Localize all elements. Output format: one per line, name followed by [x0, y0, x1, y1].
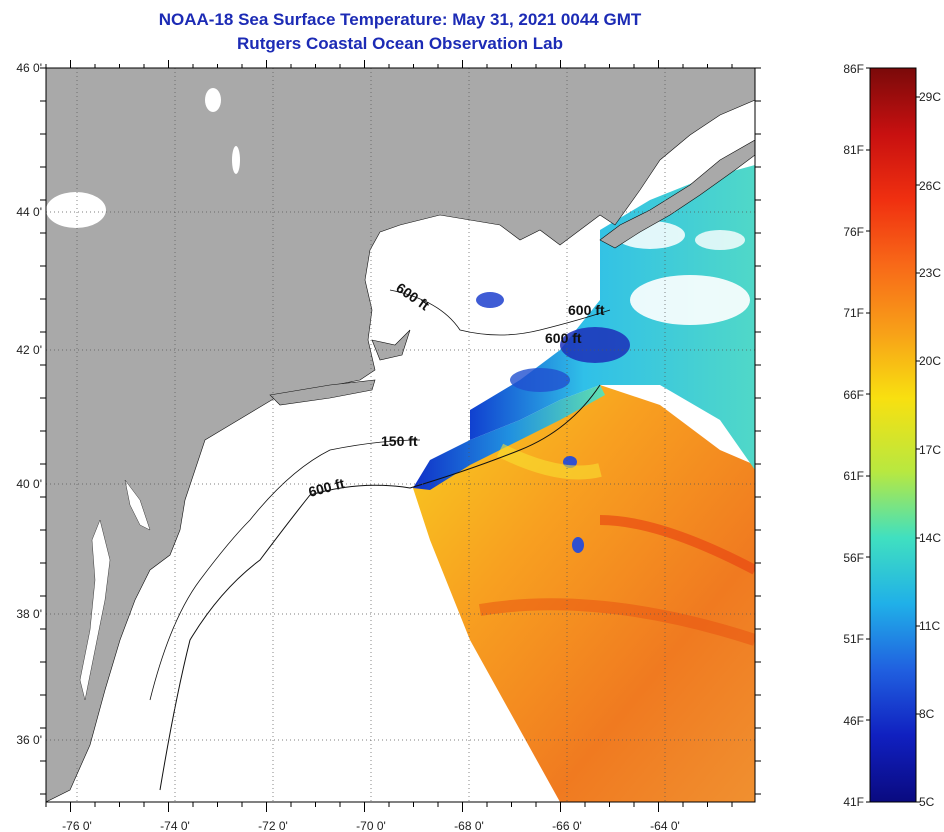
map-frame: [45, 67, 756, 803]
lake: [46, 192, 106, 228]
cloud-patch: [695, 230, 745, 250]
contour-600ft: [159, 384, 601, 791]
lat-label: 44 0': [16, 205, 42, 219]
land-north-america: [46, 68, 755, 802]
colorbar-c-label: 8C: [919, 707, 935, 721]
land-long-island: [269, 379, 376, 406]
lon-label: -66 0': [552, 819, 582, 832]
lake: [232, 146, 240, 174]
lon-label: -76 0': [62, 819, 92, 832]
colorbar-f-label: 81F: [843, 143, 864, 157]
cool-streak: [496, 443, 602, 480]
contour-label: 600 ft: [545, 330, 582, 346]
colorbar-f-label: 86F: [843, 62, 864, 76]
colorbar-c-label: 17C: [919, 443, 941, 457]
colorbar-c-label: 26C: [919, 179, 941, 193]
cold-patch: [510, 368, 570, 392]
colorbar-c-label: 5C: [919, 795, 935, 809]
lat-label: 36 0': [16, 733, 42, 747]
colorbar-c-label: 29C: [919, 90, 941, 104]
cold-patch: [476, 292, 504, 308]
colorbar-f-label: 71F: [843, 306, 864, 320]
colorbar-c-label: 23C: [919, 266, 941, 280]
chart-subtitle: Rutgers Coastal Ocean Observation Lab: [237, 34, 563, 53]
axis-ticks: [40, 60, 761, 812]
colorbar-f-label: 41F: [843, 795, 864, 809]
delaware-bay: [124, 479, 151, 531]
colorbar-f-label: 76F: [843, 225, 864, 239]
cold-patch: [560, 327, 630, 363]
lat-label: 38 0': [16, 607, 42, 621]
sst-shelf-cool: [413, 385, 605, 490]
cloud-patch: [630, 275, 750, 325]
contour-label: 150 ft: [381, 433, 418, 449]
colorbar-c-label: 14C: [919, 531, 941, 545]
lon-label: -64 0': [650, 819, 680, 832]
lon-label: -70 0': [356, 819, 386, 832]
lon-label: -74 0': [160, 819, 190, 832]
colorbar-f-label: 66F: [843, 388, 864, 402]
lon-label: -68 0': [454, 819, 484, 832]
lat-label: 40 0': [16, 477, 42, 491]
sst-swath-warm: [413, 385, 755, 802]
chart-title: NOAA-18 Sea Surface Temperature: May 31,…: [158, 10, 642, 29]
colorbar-f-label: 61F: [843, 469, 864, 483]
colorbar-c-label: 11C: [919, 619, 940, 633]
sst-north-cool: [470, 165, 755, 470]
contour-150ft: [149, 439, 421, 701]
colorbar: [869, 67, 917, 803]
lon-label: -72 0': [258, 819, 288, 832]
warm-streak: [599, 515, 755, 575]
lat-label: 46 0': [16, 61, 42, 75]
contour-600ft-gom: [389, 289, 611, 336]
cold-patch: [572, 537, 584, 553]
colorbar-f-label: 56F: [843, 551, 864, 565]
colorbar-c-label: 20C: [919, 354, 941, 368]
chesapeake-bay: [79, 519, 111, 701]
colorbar-ticks: [866, 67, 920, 803]
warm-streak: [479, 598, 755, 646]
land-cape-cod: [371, 329, 411, 361]
contour-label: 600 ft: [568, 302, 605, 318]
colorbar-f-label: 51F: [843, 632, 864, 646]
land-nova-scotia: [599, 139, 755, 249]
lat-label: 42 0': [16, 343, 42, 357]
lake: [205, 88, 221, 112]
colorbar-f-label: 46F: [843, 714, 864, 728]
